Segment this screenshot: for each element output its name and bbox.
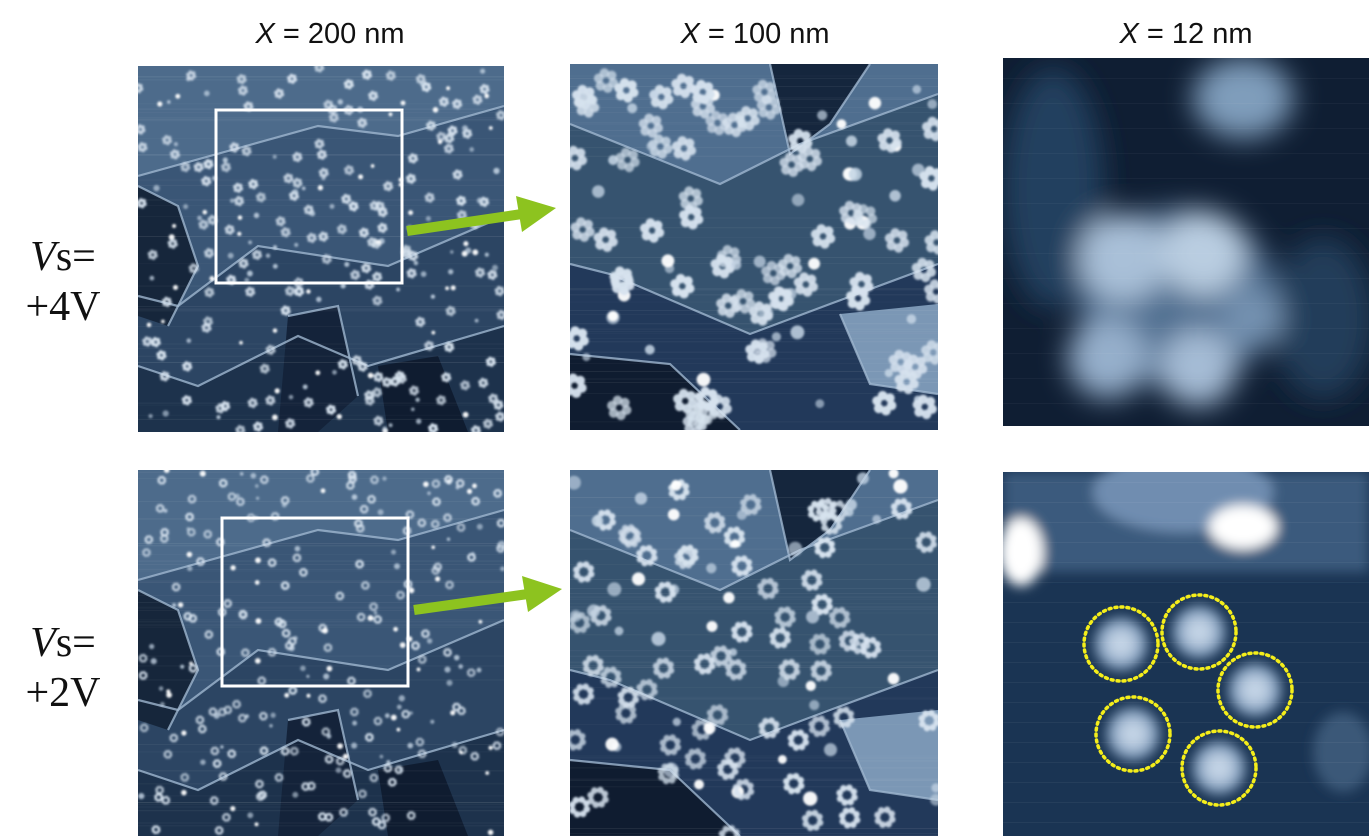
column-title-12nm: X = 12 nm bbox=[1003, 14, 1369, 54]
column-title-variable: X bbox=[680, 18, 700, 50]
column-title-200nm: X = 200 nm bbox=[150, 14, 510, 54]
row-label-voltage: +4V bbox=[25, 284, 101, 330]
column-title-variable: X bbox=[255, 18, 275, 50]
molecule-layer bbox=[570, 470, 938, 836]
stm-image-2v-200nm bbox=[138, 470, 504, 836]
highlight-circle bbox=[1160, 593, 1238, 671]
row-label-subscript: s= bbox=[55, 620, 96, 666]
stm-image-4v-100nm bbox=[570, 64, 938, 430]
highlight-circle bbox=[1216, 651, 1294, 729]
stm-image-4v-100nm-svg bbox=[570, 64, 938, 430]
row-label-2v: Vs= +2V bbox=[0, 618, 126, 718]
column-title-value: = 100 nm bbox=[699, 18, 830, 50]
stm-image-4v-12nm-svg bbox=[1003, 58, 1369, 426]
stm-image-4v-200nm-svg bbox=[138, 66, 504, 432]
molecule-layer bbox=[570, 68, 938, 430]
column-title-100nm: X = 100 nm bbox=[572, 14, 938, 54]
terrace-layer bbox=[138, 470, 504, 836]
row-label-variable: V bbox=[30, 234, 56, 280]
molecule-closeup bbox=[1003, 58, 1369, 406]
stm-image-2v-200nm-svg bbox=[138, 470, 504, 836]
highlight-circle bbox=[1180, 729, 1258, 807]
molecule-closeup bbox=[1003, 472, 1369, 794]
stm-image-2v-100nm-svg bbox=[570, 470, 938, 836]
stm-image-4v-200nm bbox=[138, 66, 504, 432]
row-label-variable: V bbox=[30, 620, 56, 666]
column-title-variable: X bbox=[1119, 18, 1139, 50]
highlight-circle bbox=[1094, 695, 1172, 773]
stm-image-4v-12nm bbox=[1003, 58, 1369, 426]
highlight-circle bbox=[1082, 605, 1160, 683]
row-label-subscript: s= bbox=[55, 234, 96, 280]
row-label-4v: Vs= +4V bbox=[0, 232, 126, 332]
stm-image-2v-12nm bbox=[1003, 472, 1369, 836]
row-label-voltage: +2V bbox=[25, 670, 101, 716]
stm-image-2v-100nm bbox=[570, 470, 938, 836]
highlight-circles bbox=[1082, 593, 1294, 807]
stm-image-2v-12nm-svg bbox=[1003, 472, 1369, 836]
column-title-value: = 12 nm bbox=[1138, 18, 1253, 50]
column-title-value: = 200 nm bbox=[274, 18, 405, 50]
